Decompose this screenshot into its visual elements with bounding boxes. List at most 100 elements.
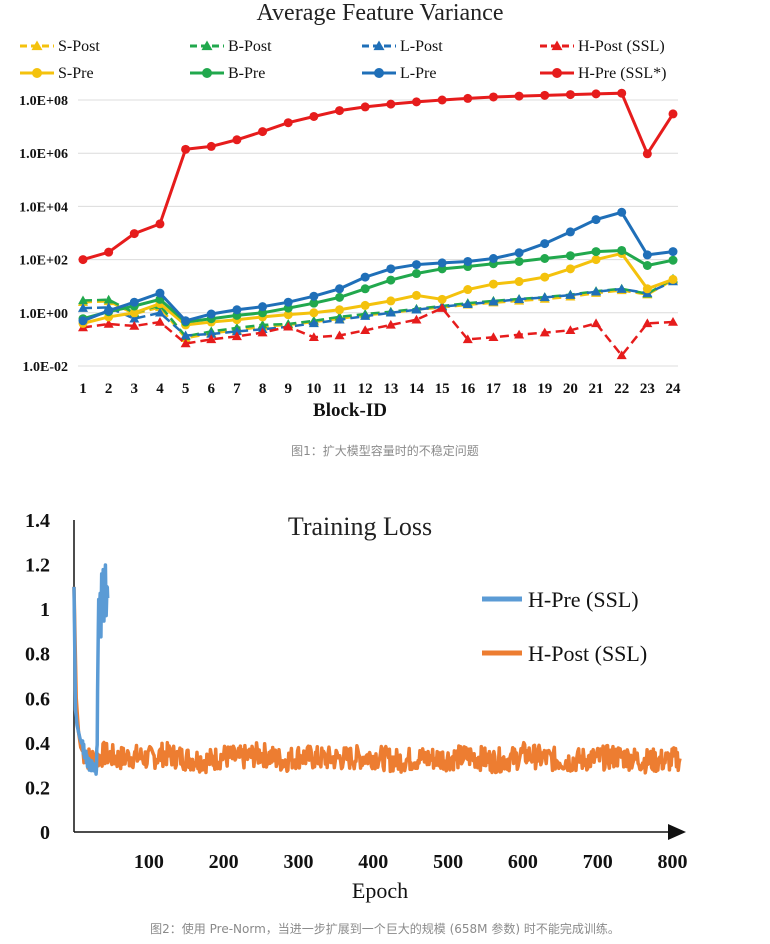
legend-item: H-Post (SSL) — [482, 641, 647, 666]
data-point — [591, 247, 601, 257]
data-point — [309, 308, 319, 318]
x-tick-label: 16 — [460, 381, 476, 397]
data-point — [308, 332, 319, 342]
data-point — [642, 318, 653, 328]
x-tick-label: 10 — [306, 381, 321, 397]
figure2-caption: 图2：使用 Pre-Norm，当进一步扩展到一个巨大的规模 (658M 参数) … — [150, 922, 620, 936]
data-point — [463, 93, 473, 103]
x-tick-label: 400 — [358, 851, 388, 873]
data-point — [155, 288, 165, 298]
data-point — [488, 92, 498, 102]
data-point — [181, 316, 191, 326]
legend-item: S-Post — [20, 38, 100, 55]
x-tick-label: 22 — [614, 381, 629, 397]
data-point — [411, 269, 421, 279]
data-point — [437, 303, 448, 312]
x-tick-label: 300 — [283, 851, 313, 873]
data-point — [386, 296, 396, 306]
x-axis-arrow — [668, 824, 686, 840]
feature-variance-chart: Average Feature Variance 1.0E-021.0E+001… — [19, 0, 681, 421]
data-point — [129, 229, 139, 239]
series-line — [82, 306, 674, 358]
data-point — [668, 247, 678, 257]
data-point — [591, 89, 601, 99]
data-point — [129, 320, 140, 330]
legend-label: B-Post — [228, 38, 272, 55]
y-tick-label: 0 — [40, 822, 50, 844]
series-line-h-pre-ssl — [72, 563, 110, 776]
x-tick-label: 21 — [589, 381, 604, 397]
data-point — [78, 303, 88, 312]
legend-item: L-Pre — [362, 65, 436, 82]
data-point — [463, 285, 473, 295]
data-point — [309, 298, 319, 308]
data-point — [283, 321, 294, 331]
data-point — [283, 310, 293, 320]
data-point — [206, 141, 216, 151]
x-tick-label: 15 — [435, 381, 450, 397]
data-point — [232, 135, 242, 145]
y-tick-label: 1.0E+00 — [19, 307, 68, 322]
legend-label: B-Pre — [228, 65, 265, 82]
x-tick-label: 5 — [182, 381, 190, 397]
data-point — [154, 317, 165, 326]
chart1-y-tick-labels: 1.0E-02 1.0E+00 1.0E+02 1.0E+04 1.0E+06 1.0E+… — [19, 94, 68, 375]
data-point — [360, 272, 370, 282]
chart2-axes — [73, 520, 686, 840]
legend-item: H-Pre (SSL) — [482, 587, 639, 612]
data-point — [335, 106, 345, 116]
x-tick-label: 23 — [640, 381, 655, 397]
data-point — [540, 239, 550, 249]
chart2-y-tick-labels: 0 0.2 0.4 0.6 0.8 1 1.2 1.4 — [25, 510, 50, 844]
data-point — [335, 284, 345, 294]
legend-marker — [31, 40, 43, 51]
data-point — [360, 300, 370, 310]
y-tick-label: 1.0E+02 — [19, 254, 68, 269]
data-point — [540, 272, 550, 282]
figure1-caption: 图1：扩大模型容量时的不稳定问题 — [291, 444, 479, 458]
data-point — [411, 260, 421, 270]
legend-item: H-Pre (SSL*) — [540, 65, 666, 82]
data-point — [463, 256, 473, 266]
data-point — [617, 88, 627, 98]
data-point — [616, 284, 627, 293]
x-tick-label: 3 — [131, 381, 139, 397]
chart1-x-axis-label: Block-ID — [313, 400, 387, 421]
series-line — [82, 210, 674, 323]
series-line — [82, 248, 674, 324]
data-point — [78, 316, 88, 326]
data-point — [565, 264, 575, 274]
series-s-pre — [78, 248, 678, 330]
data-point — [231, 331, 242, 341]
data-point — [385, 307, 396, 317]
x-tick-label: 17 — [486, 381, 502, 397]
data-point — [437, 294, 447, 304]
x-tick-label: 7 — [233, 381, 241, 397]
data-point — [386, 99, 396, 109]
x-tick-label: 100 — [134, 851, 164, 873]
data-point — [642, 261, 652, 271]
data-point — [514, 256, 524, 266]
data-point — [591, 318, 602, 328]
data-point — [565, 325, 576, 335]
legend-label: L-Pre — [400, 65, 436, 82]
data-point — [540, 253, 550, 263]
data-point — [668, 109, 678, 119]
data-point — [565, 227, 575, 237]
data-point — [411, 290, 421, 300]
data-point — [334, 330, 345, 340]
legend-label: H-Post (SSL) — [528, 641, 647, 666]
data-point — [668, 317, 678, 326]
chart1-legend: S-Post B-Post L-Post H-Post (SSL) S-Pre B-Pre… — [20, 38, 666, 82]
legend-marker — [374, 68, 384, 78]
data-point — [591, 215, 601, 225]
data-point — [206, 328, 217, 338]
legend-marker — [32, 68, 42, 78]
data-point — [617, 207, 627, 217]
data-point — [258, 127, 268, 137]
data-point — [129, 297, 139, 307]
chart1-series — [78, 88, 678, 360]
data-point — [386, 275, 396, 285]
data-point — [258, 302, 268, 312]
data-point — [539, 292, 550, 302]
